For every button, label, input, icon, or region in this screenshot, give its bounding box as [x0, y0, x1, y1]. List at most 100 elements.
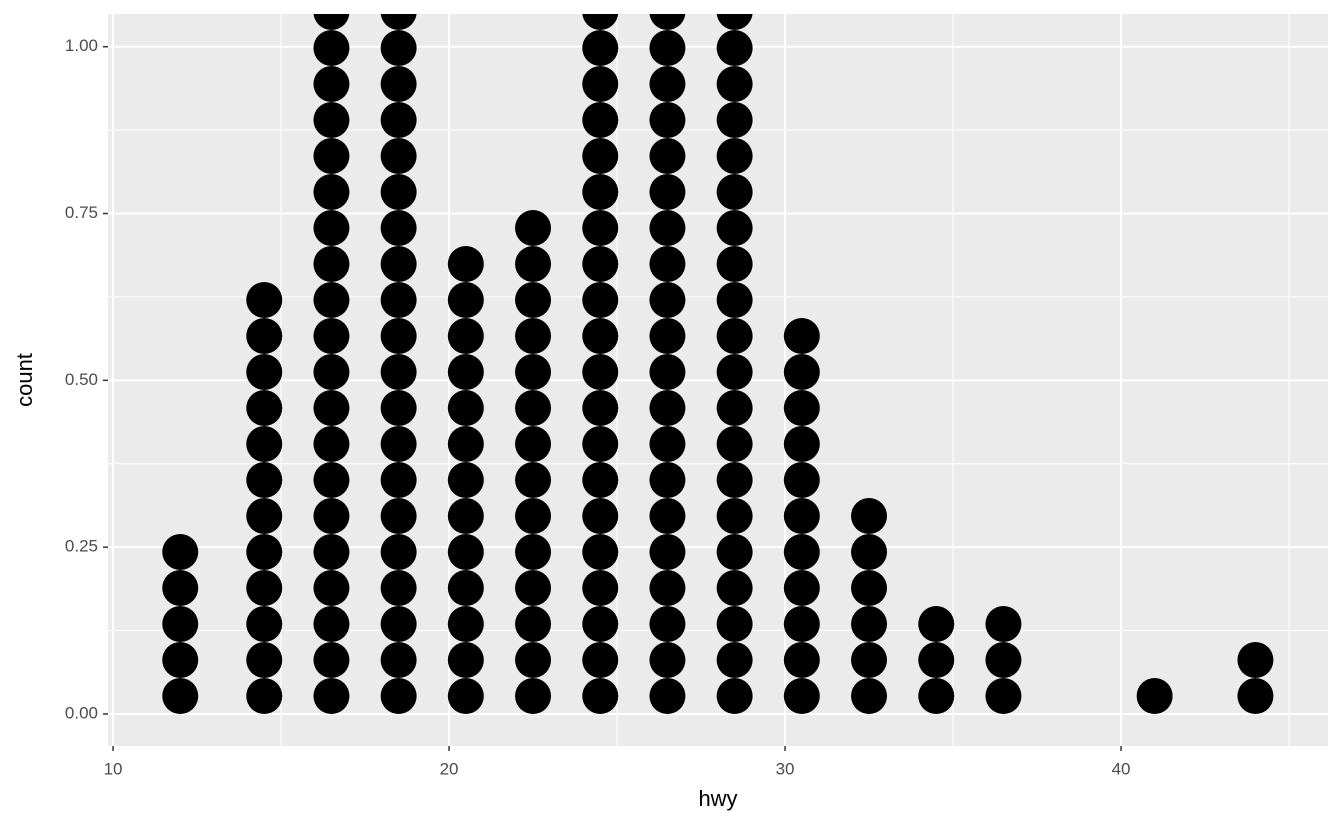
dot [783, 641, 820, 678]
dot [716, 29, 753, 66]
dot [515, 281, 552, 318]
dot [313, 605, 350, 642]
dot [582, 245, 619, 282]
dot [985, 641, 1022, 678]
dot [162, 569, 199, 606]
dot [313, 497, 350, 534]
dot [313, 677, 350, 714]
dot [582, 605, 619, 642]
dot [447, 245, 484, 282]
dot [918, 677, 955, 714]
dot [649, 281, 686, 318]
dot [313, 245, 350, 282]
dot [313, 533, 350, 570]
dot [582, 389, 619, 426]
dot [447, 425, 484, 462]
dot [783, 317, 820, 354]
dot [716, 245, 753, 282]
dots [162, 14, 1274, 714]
dot [582, 14, 619, 30]
dot [985, 677, 1022, 714]
dot [447, 605, 484, 642]
dot [515, 389, 552, 426]
dot [1237, 677, 1274, 714]
dot [515, 353, 552, 390]
dot [380, 641, 417, 678]
dot [313, 137, 350, 174]
dot [162, 641, 199, 678]
dot [716, 137, 753, 174]
x-tick-label: 10 [104, 759, 123, 778]
dot [716, 65, 753, 102]
dot [716, 641, 753, 678]
dot [380, 353, 417, 390]
dot [380, 605, 417, 642]
dot [380, 101, 417, 138]
dot [851, 605, 888, 642]
dot [246, 353, 283, 390]
dot [447, 569, 484, 606]
dot [918, 641, 955, 678]
dot [783, 533, 820, 570]
dot [447, 281, 484, 318]
dot [515, 245, 552, 282]
dot [447, 641, 484, 678]
dot [649, 389, 686, 426]
dot [313, 65, 350, 102]
dot [515, 641, 552, 678]
dot [246, 533, 283, 570]
dot [162, 677, 199, 714]
dot [716, 353, 753, 390]
dot [313, 14, 350, 30]
dot [649, 641, 686, 678]
dot [649, 497, 686, 534]
y-axis-title: count [12, 353, 37, 407]
dot [380, 245, 417, 282]
dot [447, 677, 484, 714]
dot [716, 317, 753, 354]
dot [515, 677, 552, 714]
dot [649, 605, 686, 642]
axes: 10 20 30 40 0.00 0.25 0.50 0.75 1.00 [65, 36, 1131, 778]
dot [313, 317, 350, 354]
dot [582, 677, 619, 714]
dot [649, 173, 686, 210]
dot [380, 173, 417, 210]
dot [851, 641, 888, 678]
dot [246, 425, 283, 462]
dot [716, 281, 753, 318]
y-tick-label: 0.00 [65, 703, 98, 722]
dot [447, 317, 484, 354]
dot [649, 677, 686, 714]
dot [985, 605, 1022, 642]
dot [716, 389, 753, 426]
dot [716, 605, 753, 642]
dot [582, 281, 619, 318]
dot [380, 29, 417, 66]
dot [649, 353, 686, 390]
dot [447, 389, 484, 426]
dot [246, 461, 283, 498]
dot [649, 65, 686, 102]
dot [582, 29, 619, 66]
dot [918, 605, 955, 642]
dot [380, 14, 417, 30]
dot [851, 497, 888, 534]
dot [447, 533, 484, 570]
dot [162, 605, 199, 642]
dot [447, 497, 484, 534]
dot [649, 29, 686, 66]
dot [582, 173, 619, 210]
dot [582, 317, 619, 354]
dot [380, 281, 417, 318]
dot [515, 605, 552, 642]
dot [447, 461, 484, 498]
dot [716, 497, 753, 534]
dot [447, 353, 484, 390]
dot [313, 101, 350, 138]
dot [582, 353, 619, 390]
dot [783, 425, 820, 462]
dot [783, 353, 820, 390]
dot [716, 425, 753, 462]
y-tick-label: 0.50 [65, 370, 98, 389]
